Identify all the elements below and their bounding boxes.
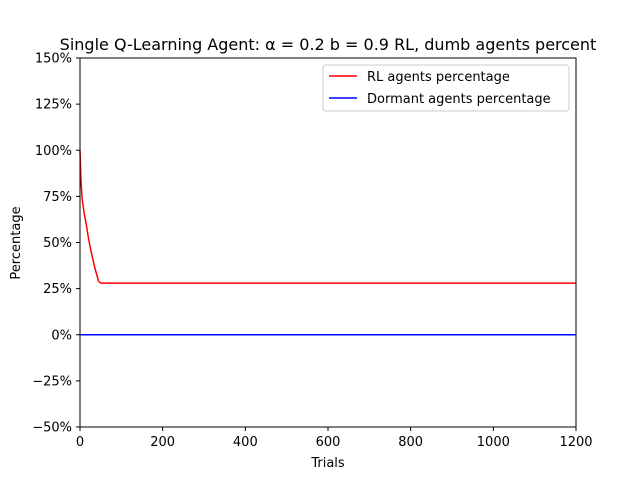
y-tick-label: −50% [32, 421, 72, 436]
y-tick-label: −25% [32, 374, 72, 389]
chart-title: Single Q-Learning Agent: α = 0.2 b = 0.9… [60, 35, 597, 54]
x-tick-label: 200 [150, 435, 175, 450]
y-axis: −50% −25% 0% 25% 50% 75% 100% 125% 150% [32, 52, 80, 436]
series-line-1 [79, 150, 576, 284]
x-tick-label: 1200 [559, 435, 592, 450]
legend-label-2: Dormant agents percentage [367, 92, 551, 107]
x-axis-label: Trials [310, 456, 345, 471]
legend-label-1: RL agents percentage [367, 70, 510, 85]
y-tick-label: 75% [43, 190, 72, 205]
y-tick-label: 150% [35, 52, 72, 67]
x-tick-label: 1000 [477, 435, 510, 450]
y-tick-label: 0% [51, 328, 72, 343]
y-axis-label: Percentage [9, 206, 24, 279]
y-tick-label: 25% [43, 282, 72, 297]
plot-frame [79, 57, 577, 428]
plot-lines [79, 150, 576, 336]
y-tick-label: 50% [43, 236, 72, 251]
x-axis: 0 200 400 600 800 1000 1200 [76, 427, 593, 450]
y-tick-label: 100% [35, 144, 72, 159]
legend: RL agents percentage Dormant agents perce… [322, 64, 570, 112]
y-tick-label: 125% [35, 98, 72, 113]
x-tick-label: 400 [233, 435, 258, 450]
legend-box [322, 64, 570, 112]
x-tick-label: 800 [398, 435, 423, 450]
x-tick-label: 600 [316, 435, 341, 450]
x-tick-label: 0 [76, 435, 84, 450]
